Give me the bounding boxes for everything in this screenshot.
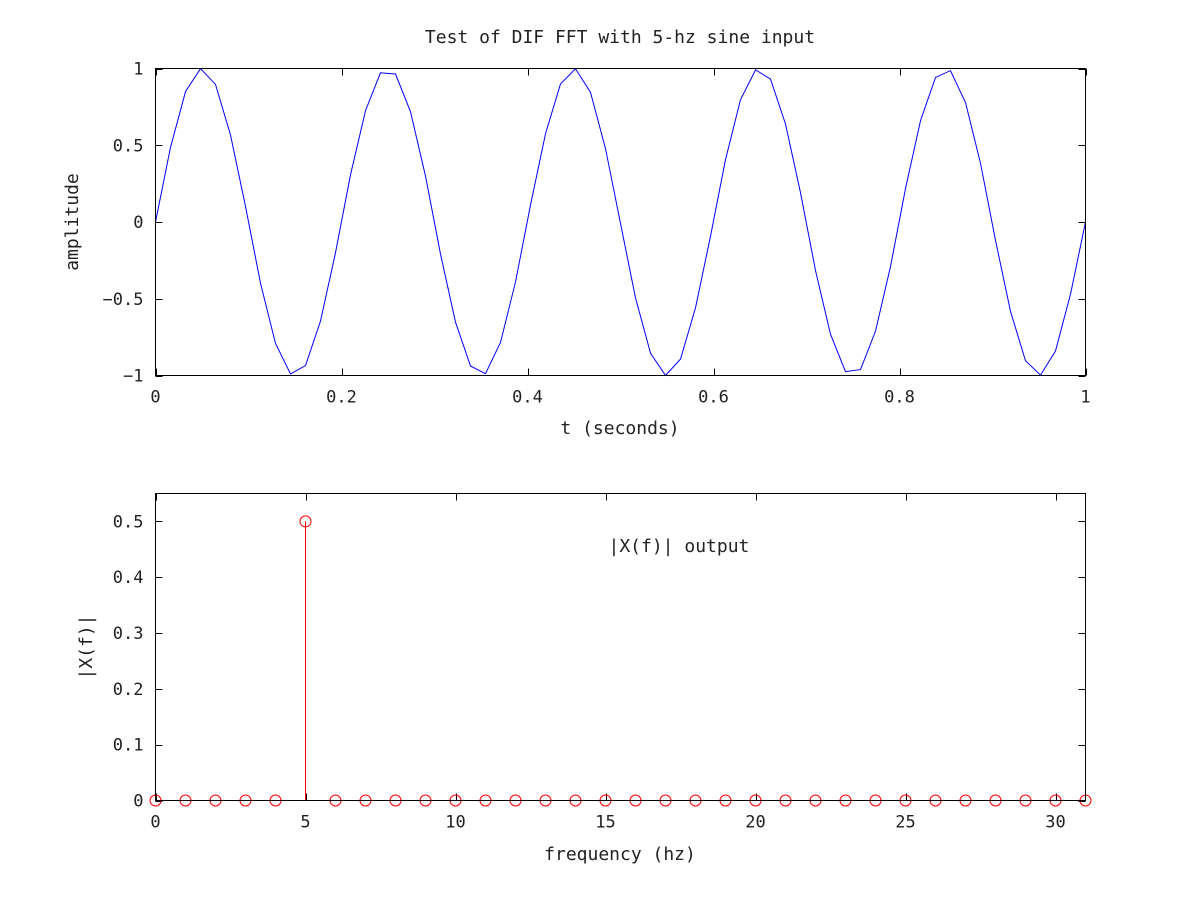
time-domain-y-tick-label: 0.5 [113, 136, 144, 156]
frequency-domain-axes-frame [155, 493, 1086, 801]
time-domain-chart: Test of DIF FFT with 5-hz sine input 0 0.… [62, 27, 1091, 439]
frequency-domain-x-axis-label: frequency (hz) [544, 844, 696, 865]
frequency-domain-y-tick-label: 0 [133, 792, 143, 812]
time-domain-x-tick-label: 1 [1080, 388, 1090, 408]
time-domain-y-tick-label: 1 [133, 60, 143, 80]
frequency-domain-y-tick-label: 0.2 [113, 680, 144, 700]
frequency-domain-x-tick-label: 25 [895, 813, 915, 833]
frequency-domain-x-tick-label: 5 [300, 813, 310, 833]
frequency-domain-x-tick-label: 15 [595, 813, 615, 833]
time-domain-y-tick-label: −1 [123, 367, 143, 387]
frequency-domain-x-tick-label: 10 [445, 813, 465, 833]
frequency-domain-x-tick-label: 20 [745, 813, 765, 833]
frequency-domain-y-tick-label: 0.1 [113, 736, 144, 756]
frequency-domain-x-tick-label: 0 [150, 813, 160, 833]
time-domain-y-axis-label: amplitude [62, 173, 83, 271]
time-domain-plot-area [155, 67, 1086, 377]
frequency-domain-y-tick-label: 0.3 [113, 624, 144, 644]
time-domain-y-tick-label: −0.5 [103, 290, 144, 310]
time-domain-axes-frame [155, 68, 1086, 376]
time-domain-x-tick-label: 0.2 [326, 388, 357, 408]
time-domain-ticks: 0 0.2 0.4 0.6 0.8 1 −1 −0.5 0 0.5 1 [103, 60, 1091, 408]
time-domain-chart-title: Test of DIF FFT with 5-hz sine input [425, 27, 815, 48]
frequency-domain-chart: 0 5 10 15 20 25 30 0 0.1 0.2 0.3 0.4 0.5 |X(f)| outp… [76, 493, 1092, 865]
time-domain-x-tick-label: 0.4 [512, 388, 543, 408]
frequency-domain-y-tick-label: 0.5 [113, 512, 144, 532]
time-domain-x-tick-label: 0.8 [884, 388, 915, 408]
frequency-domain-stem-marker [299, 515, 312, 528]
frequency-domain-ticks: 0 5 10 15 20 25 30 0 0.1 0.2 0.3 0.4 0.5 [113, 493, 1086, 833]
time-domain-y-tick-label: 0 [133, 213, 143, 233]
time-domain-series-line [155, 67, 1086, 377]
time-domain-x-tick-label: 0 [150, 388, 160, 408]
time-domain-x-tick-label: 0.6 [698, 388, 729, 408]
time-domain-x-axis-label: t (seconds) [560, 418, 679, 439]
frequency-domain-y-tick-label: 0.4 [113, 568, 144, 588]
frequency-domain-x-tick-label: 30 [1045, 813, 1065, 833]
frequency-domain-y-axis-label: |X(f)| [76, 614, 97, 679]
frequency-domain-annotation: |X(f)| output [609, 536, 750, 557]
